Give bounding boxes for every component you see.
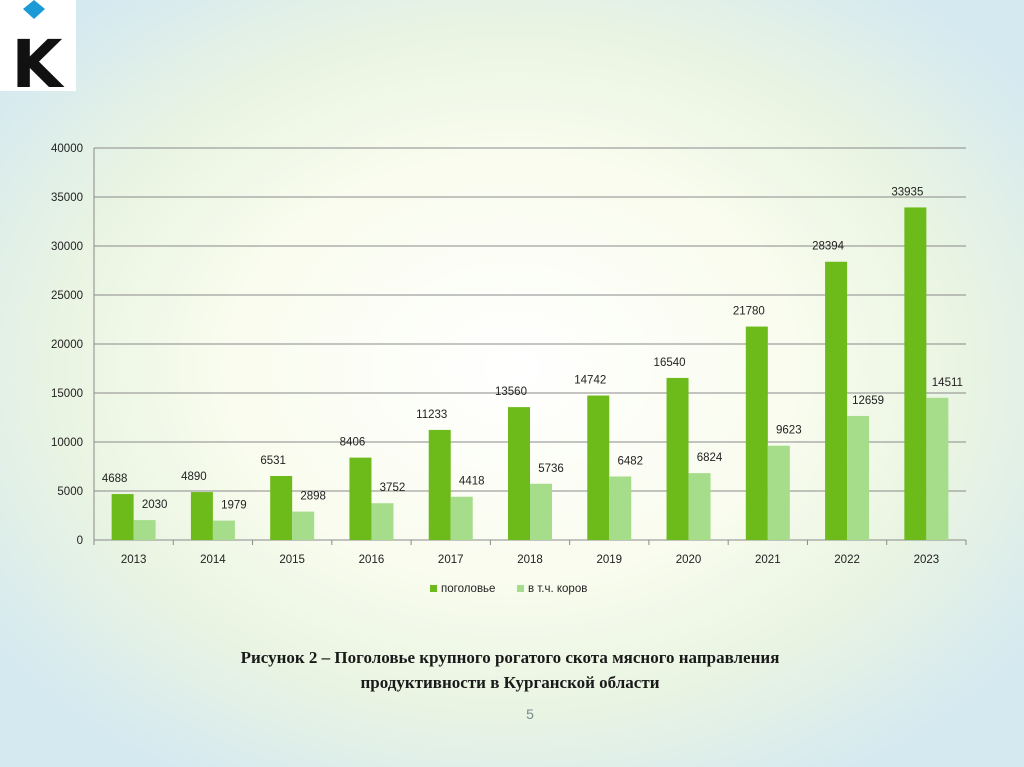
x-tick-label: 2022 (834, 554, 860, 566)
bar-series2 (530, 483, 552, 540)
y-tick-label: 5000 (57, 486, 83, 498)
y-tick-label: 0 (77, 535, 83, 547)
caption-line-2: продуктивности в Курганской области (360, 673, 660, 692)
page-number: 5 (526, 706, 534, 722)
bar-series1 (349, 457, 372, 540)
y-tick-label: 20000 (51, 339, 83, 351)
bar-series1 (508, 407, 530, 540)
data-label: 13560 (495, 386, 527, 398)
data-label: 14742 (574, 375, 606, 387)
figure-caption: Рисунок 2 – Поголовье крупного рогатого … (130, 645, 890, 695)
bar-series1 (270, 475, 293, 540)
bar-series2 (926, 397, 949, 540)
x-tick-label: 2015 (279, 554, 305, 566)
y-tick-label: 10000 (51, 437, 83, 449)
data-label: 11233 (416, 409, 447, 421)
y-tick-label: 40000 (51, 143, 83, 155)
bar-series1 (904, 207, 927, 540)
bar-series2 (767, 445, 790, 540)
data-label: 6824 (697, 452, 723, 464)
bar-series2 (292, 511, 315, 540)
x-tick-label: 2018 (517, 554, 543, 566)
data-label: 14511 (932, 377, 963, 389)
data-label: 33935 (891, 186, 923, 198)
bars (111, 207, 949, 540)
data-labels: 4688 2030 4890 1979 6531 2898 8406 3752 11233 441… (102, 186, 963, 511)
bar-series1 (587, 395, 610, 540)
data-label: 9623 (776, 425, 802, 437)
data-label: 6531 (260, 455, 286, 467)
legend-swatch (517, 585, 524, 592)
logo: K (0, 0, 76, 103)
logo-diamond (23, 0, 45, 19)
bar-series1 (428, 429, 451, 540)
x-tick-label: 2016 (359, 554, 385, 566)
y-tick-label: 35000 (51, 192, 83, 204)
bar-series2 (133, 520, 156, 540)
legend-label: в т.ч. коров (528, 583, 587, 595)
caption-line-1: Рисунок 2 – Поголовье крупного рогатого … (240, 648, 780, 667)
x-tick-label: 2019 (596, 554, 622, 566)
data-label: 4688 (102, 473, 128, 485)
y-tick-label: 30000 (51, 241, 83, 253)
data-label: 21780 (733, 306, 765, 318)
axes: 0 5000 10000 15000 20000 25000 30000 35000 40000… (51, 143, 967, 566)
data-label: 16540 (654, 357, 686, 369)
data-label: 8406 (340, 437, 366, 449)
legend-swatch (430, 585, 437, 592)
data-label: 12659 (852, 395, 884, 407)
x-tick-label: 2021 (755, 554, 781, 566)
y-tick-label: 25000 (51, 290, 83, 302)
legend: поголовье в т.ч. коров (430, 583, 587, 595)
data-label: 2030 (142, 499, 168, 511)
data-label: 3752 (380, 482, 406, 494)
data-label: 4890 (181, 471, 207, 483)
bar-series2 (609, 476, 632, 540)
data-label: 1979 (221, 500, 247, 512)
bar-series2 (371, 503, 394, 540)
x-tick-label: 2017 (438, 554, 464, 566)
bar-series1 (825, 261, 848, 540)
logo-mark: K (11, 0, 65, 103)
bar-series2 (450, 496, 473, 540)
bar-series1 (666, 377, 689, 540)
data-label: 4418 (459, 476, 485, 488)
legend-label: поголовье (441, 583, 495, 595)
x-tick-label: 2013 (121, 554, 147, 566)
y-tick-label: 15000 (51, 388, 83, 400)
bar-series1 (745, 326, 768, 540)
bar-series1 (190, 492, 213, 540)
bar-series2 (212, 520, 235, 540)
logo-letter: K (11, 26, 65, 91)
data-label: 28394 (812, 241, 845, 253)
bar-series2 (688, 473, 711, 540)
bar-series2 (847, 415, 870, 540)
x-tick-label: 2023 (914, 554, 940, 566)
data-label: 2898 (300, 491, 326, 503)
bar-series1 (111, 494, 134, 540)
data-label: 5736 (538, 463, 564, 475)
data-label: 6482 (617, 455, 643, 467)
bar-chart: 4688 2030 4890 1979 6531 2898 8406 3752 11233 441… (51, 143, 967, 595)
x-tick-label: 2014 (200, 554, 226, 566)
x-tick-label: 2020 (676, 554, 702, 566)
